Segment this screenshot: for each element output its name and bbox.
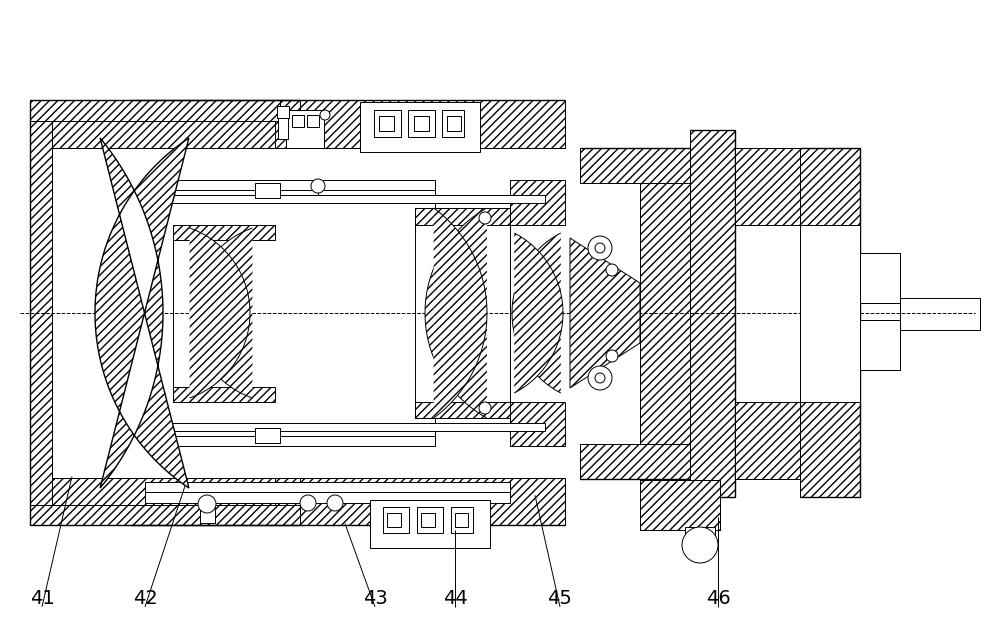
Polygon shape xyxy=(52,478,275,505)
Bar xyxy=(286,110,324,148)
Bar xyxy=(360,102,480,152)
Polygon shape xyxy=(415,402,510,418)
Bar xyxy=(307,115,319,127)
Polygon shape xyxy=(130,478,565,525)
Circle shape xyxy=(595,243,605,253)
Bar xyxy=(145,482,510,492)
Bar xyxy=(255,183,280,198)
Polygon shape xyxy=(640,480,720,530)
Polygon shape xyxy=(173,225,275,240)
Polygon shape xyxy=(52,121,275,148)
Bar xyxy=(900,298,980,330)
Text: 46: 46 xyxy=(706,589,730,608)
Polygon shape xyxy=(735,148,800,225)
Bar xyxy=(455,513,468,527)
Text: 41: 41 xyxy=(30,589,54,608)
Circle shape xyxy=(479,402,491,414)
Text: 42: 42 xyxy=(133,589,157,608)
Bar xyxy=(145,195,545,203)
Bar xyxy=(379,116,394,131)
Bar xyxy=(255,428,280,443)
Bar xyxy=(374,110,401,137)
Polygon shape xyxy=(30,121,52,505)
Bar xyxy=(860,253,900,303)
Bar xyxy=(145,423,545,431)
Bar xyxy=(387,513,401,527)
Polygon shape xyxy=(95,138,189,488)
Bar xyxy=(417,507,443,533)
Polygon shape xyxy=(800,148,860,497)
Polygon shape xyxy=(640,183,700,444)
Polygon shape xyxy=(510,180,565,225)
Circle shape xyxy=(595,373,605,383)
Text: 44: 44 xyxy=(443,589,467,608)
Bar xyxy=(408,110,435,137)
Bar xyxy=(800,225,860,402)
Circle shape xyxy=(606,350,618,362)
Bar xyxy=(421,513,435,527)
Polygon shape xyxy=(580,148,700,183)
Bar xyxy=(383,507,409,533)
Polygon shape xyxy=(580,444,700,479)
Bar xyxy=(277,106,289,118)
Polygon shape xyxy=(570,238,640,388)
Bar xyxy=(447,116,461,131)
Circle shape xyxy=(588,366,612,390)
Polygon shape xyxy=(510,402,565,446)
Bar xyxy=(278,114,288,139)
Circle shape xyxy=(588,236,612,260)
Bar xyxy=(200,505,215,523)
Polygon shape xyxy=(690,130,735,497)
Polygon shape xyxy=(735,402,800,479)
Circle shape xyxy=(320,110,330,120)
Circle shape xyxy=(606,264,618,276)
Text: 43: 43 xyxy=(363,589,387,608)
Circle shape xyxy=(682,527,718,563)
Bar xyxy=(442,110,464,137)
Polygon shape xyxy=(130,100,565,148)
Bar xyxy=(292,115,304,127)
Bar xyxy=(414,116,429,131)
Circle shape xyxy=(311,179,325,193)
Bar xyxy=(451,507,473,533)
Text: 45: 45 xyxy=(548,589,572,608)
Polygon shape xyxy=(30,100,300,121)
Bar xyxy=(685,527,715,545)
Bar xyxy=(145,490,510,503)
Bar xyxy=(370,500,490,548)
Bar xyxy=(860,320,900,370)
Circle shape xyxy=(300,495,316,511)
Circle shape xyxy=(479,212,491,224)
Circle shape xyxy=(327,495,343,511)
Polygon shape xyxy=(173,387,275,402)
Circle shape xyxy=(198,495,216,513)
Polygon shape xyxy=(30,505,300,525)
Polygon shape xyxy=(415,208,510,225)
